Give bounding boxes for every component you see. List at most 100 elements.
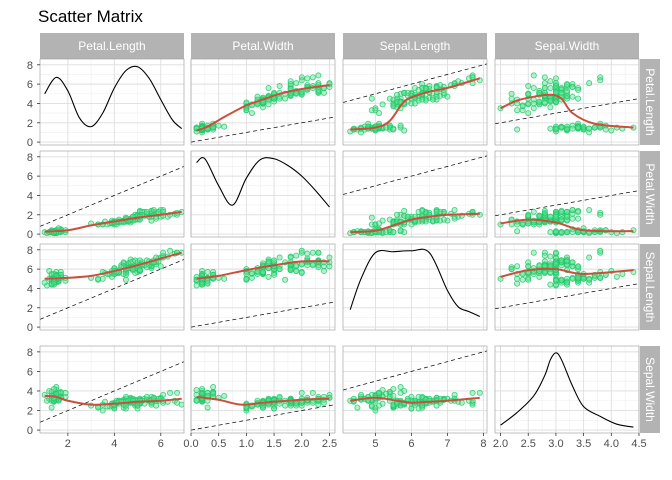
data-point [580,275,587,282]
data-point [354,404,361,411]
data-point [276,95,283,102]
data-point [613,273,620,280]
panel-border [39,150,185,238]
data-point [530,105,537,112]
x-tick-label-petal-width: 1.5 [266,438,281,450]
data-point [558,276,565,283]
data-point [99,275,106,282]
data-point [298,269,305,276]
data-point [514,221,521,228]
x-tick-label-sepal-width: 4.0 [604,438,619,450]
panel-border [342,345,488,434]
data-point [136,267,143,274]
data-point [541,252,548,259]
strip-label-sepal-width: Sepal.Width [535,39,600,53]
data-point [287,267,294,274]
data-point [608,127,615,134]
x-tick-label-petal-width: 1.0 [239,438,254,450]
data-point [597,249,604,256]
data-point [552,213,559,220]
panel-marks-sepal-length-vs-sepal-length [349,248,481,317]
strip-label-petal-width: Petal.Width [643,163,657,224]
panel-sepal-width-vs-sepal-length [342,345,488,434]
panel-border [342,58,488,146]
panel-sepal-length-vs-sepal-length [342,243,488,331]
panel-marks-sepal-length-vs-petal-width [191,247,335,328]
reference-line [495,190,639,217]
data-point [315,86,322,93]
data-point [309,262,316,269]
data-point [393,211,400,218]
smooth-curve [500,267,634,278]
data-point [597,247,604,254]
y-tick-label-sepal-width: 8 [27,347,33,359]
data-point [41,279,48,286]
data-point [204,277,211,284]
data-point [95,275,102,282]
panel-border [39,58,185,146]
y-tick-label-petal-width: 8 [27,152,33,164]
panel-grid: Petal.Length Petal.Width Sepal.Length Sepal… [27,33,660,450]
data-point [552,211,559,218]
data-point [259,269,266,276]
y-tick-label-sepal-length: 2 [27,303,33,315]
data-point [586,125,593,132]
data-point [167,247,174,254]
data-point [525,100,532,107]
data-point [368,214,375,221]
data-point [95,404,102,411]
data-point [248,274,255,281]
data-point [564,279,571,286]
data-point [282,402,289,409]
data-point [287,81,294,88]
data-point [575,208,582,215]
data-point [530,72,537,79]
panel-petal-length-vs-petal-width [190,58,336,146]
data-point [514,280,521,287]
data-point [309,399,316,406]
data-point [597,77,604,84]
data-point [397,384,404,391]
data-point [210,384,217,391]
data-point [397,228,404,235]
data-point [530,208,537,215]
smooth-curve [350,212,480,234]
data-point [569,84,576,91]
data-point [564,82,571,89]
panel-petal-width-vs-petal-length [39,150,185,238]
strip-label-petal-length: Petal.Length [78,39,145,53]
reference-line [343,155,487,195]
x-tick-label-sepal-width: 3.5 [576,438,591,450]
data-point [469,389,476,396]
data-point [287,254,294,261]
data-point [597,211,604,218]
data-point [293,80,300,87]
data-point [408,405,415,412]
data-point [48,404,55,411]
data-point [221,275,228,282]
y-tick-label-sepal-width: 4 [27,386,33,398]
reference-line [191,301,335,328]
data-point [375,402,382,409]
panel-marks-petal-width-vs-sepal-width [495,190,639,237]
density-curve-petal-length [44,65,183,129]
data-point [419,402,426,409]
panel-background [191,244,335,330]
data-point [433,402,440,409]
data-point [433,208,440,215]
panel-marks-sepal-length-vs-sepal-width [495,247,639,310]
panel-marks-petal-length-vs-petal-length [44,65,183,129]
panel-border [494,243,640,331]
smooth-curve [350,77,481,131]
strip-label-sepal-width: Sepal.Width [643,357,657,422]
x-tick-label-sepal-length: 6 [408,438,414,450]
data-point [541,74,548,81]
data-point [404,89,411,96]
data-point [525,276,532,283]
data-point [451,206,458,213]
panel-border [342,150,488,238]
data-point [541,269,548,276]
y-tick-label-petal-length: 4 [27,98,33,110]
smooth-curve [44,251,182,280]
x-tick-label-petal-length: 2 [65,438,71,450]
